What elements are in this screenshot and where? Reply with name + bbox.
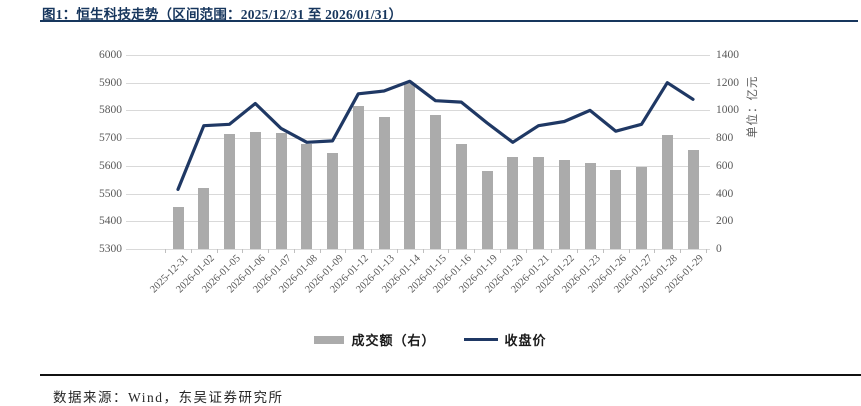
volume-bar <box>249 131 261 249</box>
x-axis-tick <box>345 249 347 253</box>
volume-bar <box>661 135 673 249</box>
volume-bar <box>275 133 287 249</box>
gridline <box>126 165 710 167</box>
volume-bar <box>301 144 313 249</box>
volume-bar <box>378 117 390 249</box>
x-axis-tick <box>293 249 295 253</box>
figure-title: 图1：恒生科技走势（区间范围：2025/12/31 至 2026/01/31） <box>42 7 403 22</box>
left-axis-tick-label: 5400 <box>99 215 122 228</box>
title-underline-rule <box>40 20 858 22</box>
legend-label-volume: 成交额（右） <box>351 333 436 348</box>
right-axis-unit-title: 单位：亿元 <box>747 75 759 139</box>
x-axis-tick <box>396 249 398 253</box>
data-source-note: 数据来源：Wind，东吴证券研究所 <box>53 390 284 405</box>
x-axis-tick <box>242 249 244 253</box>
x-axis-tick <box>551 249 553 253</box>
volume-bar <box>455 144 467 249</box>
gridline <box>126 82 710 84</box>
x-axis-tick <box>190 249 192 253</box>
gridline <box>126 249 710 250</box>
volume-bar <box>404 82 416 249</box>
volume-bar <box>352 106 364 249</box>
x-axis-tick <box>165 249 167 253</box>
x-axis-tick <box>577 249 579 253</box>
volume-bar <box>172 207 184 249</box>
volume-bar <box>198 188 210 249</box>
x-axis-tick <box>628 249 630 253</box>
left-axis-tick-label: 5500 <box>99 187 122 200</box>
line-swatch-icon <box>463 337 498 342</box>
volume-bar <box>327 153 338 249</box>
x-axis-tick <box>216 249 218 253</box>
right-axis-tick-label: 200 <box>716 215 734 228</box>
legend-item-close-price: 收盘价 <box>463 330 547 349</box>
left-axis-tick-label: 5300 <box>99 243 122 255</box>
x-axis-tick <box>319 249 321 253</box>
x-axis-tick <box>525 249 527 253</box>
legend-item-volume: 成交额（右） <box>314 330 435 349</box>
gridline <box>126 110 710 112</box>
gridline <box>126 55 710 56</box>
volume-bar <box>430 114 441 249</box>
x-axis-tick <box>499 249 501 253</box>
left-axis-tick-label: 5700 <box>99 132 122 145</box>
bar-swatch-icon <box>314 335 345 344</box>
volume-bar <box>558 159 570 249</box>
x-axis-tick <box>474 249 476 253</box>
x-axis-tick <box>654 249 656 253</box>
right-axis-tick-label: 0 <box>716 243 722 255</box>
volume-bar <box>687 149 699 249</box>
gridline <box>126 221 710 223</box>
left-axis-tick-label: 5800 <box>99 104 122 117</box>
x-axis-tick <box>268 249 270 253</box>
volume-bar <box>533 156 544 249</box>
right-axis-tick-label: 800 <box>716 132 734 145</box>
volume-bar <box>481 171 493 249</box>
legend-label-close-price: 收盘价 <box>504 333 547 348</box>
x-axis-tick <box>705 249 707 253</box>
volume-bar <box>584 163 596 249</box>
right-axis-tick-label: 1200 <box>716 76 739 89</box>
x-axis-tick <box>680 249 682 253</box>
x-axis-tick <box>448 249 450 253</box>
x-axis-tick <box>602 249 604 253</box>
gridline <box>126 138 710 140</box>
left-axis-tick-label: 5600 <box>99 159 122 172</box>
footer-rule <box>40 374 861 376</box>
right-axis-tick-label: 400 <box>716 187 734 200</box>
volume-bar <box>507 156 519 249</box>
left-axis-tick-label: 6000 <box>99 49 122 61</box>
volume-bar <box>224 134 235 249</box>
right-axis-tick-label: 600 <box>716 159 734 172</box>
x-axis-tick <box>371 249 373 253</box>
gridline <box>126 193 710 195</box>
volume-bar <box>636 167 647 249</box>
left-axis-tick-label: 5900 <box>99 76 122 89</box>
right-axis-tick-label: 1000 <box>716 104 739 117</box>
x-axis-tick <box>422 249 424 253</box>
volume-bar <box>610 170 622 249</box>
right-axis-tick-label: 1400 <box>716 49 739 61</box>
legend: 成交额（右） 收盘价 <box>0 330 861 349</box>
